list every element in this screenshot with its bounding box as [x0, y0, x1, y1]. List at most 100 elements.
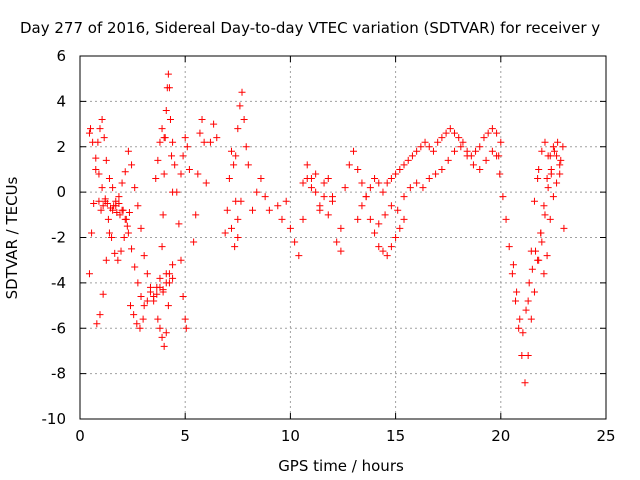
data-point [278, 215, 286, 223]
data-point [122, 215, 130, 223]
data-point [119, 206, 127, 214]
data-point [156, 138, 164, 146]
data-point [457, 143, 465, 151]
data-point [99, 290, 107, 298]
data-point [463, 152, 471, 160]
data-point [134, 202, 142, 210]
data-point [400, 161, 408, 169]
data-point [223, 206, 231, 214]
data-point [442, 129, 450, 137]
data-point [162, 329, 170, 337]
data-point [257, 175, 265, 183]
data-point [496, 170, 504, 178]
data-point [97, 206, 105, 214]
data-point [146, 288, 154, 296]
data-point [404, 156, 412, 164]
data-point [98, 116, 106, 124]
data-point [156, 274, 164, 282]
data-point [375, 243, 383, 251]
data-point [560, 224, 568, 232]
x-tick-label: 20 [491, 427, 510, 445]
y-axis-label: SDTVAR / TECUs [3, 176, 21, 299]
data-point [425, 143, 433, 151]
data-point [534, 175, 542, 183]
data-point [438, 134, 446, 142]
data-point [286, 224, 294, 232]
data-point [92, 165, 100, 173]
data-point [131, 263, 139, 271]
data-point [488, 125, 496, 133]
data-point [96, 311, 104, 319]
data-point [400, 215, 408, 223]
grid-lines [80, 56, 606, 419]
data-point [96, 125, 104, 133]
data-point [519, 329, 527, 337]
data-point [171, 161, 179, 169]
data-point [109, 184, 117, 192]
data-point [320, 193, 328, 201]
data-point [137, 292, 145, 300]
data-point [102, 256, 110, 264]
y-tick-label: 0 [56, 183, 66, 201]
data-point [104, 215, 112, 223]
data-point [227, 147, 235, 155]
data-points [85, 70, 568, 387]
data-point [379, 247, 387, 255]
data-point [130, 311, 138, 319]
data-point [472, 147, 480, 155]
data-point [165, 279, 173, 287]
data-point [538, 147, 546, 155]
data-point [295, 252, 303, 260]
data-point [242, 143, 250, 151]
data-point [394, 206, 402, 214]
axis-ticks [79, 55, 607, 420]
data-point [434, 138, 442, 146]
data-point [196, 129, 204, 137]
data-point [90, 199, 98, 207]
data-point [493, 152, 501, 160]
data-point [515, 324, 523, 332]
data-point [165, 84, 173, 92]
x-tick-label: 15 [386, 427, 405, 445]
data-point [105, 229, 113, 237]
data-point [124, 147, 132, 155]
data-point [333, 238, 341, 246]
data-point [236, 102, 244, 110]
data-point [505, 243, 513, 251]
data-point [541, 211, 549, 219]
data-point [451, 129, 459, 137]
data-point [396, 224, 404, 232]
data-point [299, 179, 307, 187]
data-point [123, 222, 131, 230]
data-point [160, 170, 168, 178]
data-point [115, 193, 123, 201]
data-point [128, 161, 136, 169]
data-point [513, 288, 521, 296]
data-point [179, 292, 187, 300]
data-point [549, 193, 557, 201]
data-point [95, 197, 103, 205]
y-tick-label: -8 [51, 365, 66, 383]
data-point [516, 315, 524, 323]
data-point [527, 247, 535, 255]
data-point [227, 224, 235, 232]
data-point [99, 202, 107, 210]
data-point [159, 286, 167, 294]
x-tick-labels: 0 5 10 15 20 25 [75, 427, 615, 445]
data-point [502, 215, 510, 223]
data-point [162, 270, 170, 278]
data-point [124, 229, 132, 237]
data-point [556, 170, 564, 178]
data-point [150, 297, 158, 305]
y-tick-label: -6 [51, 319, 66, 337]
data-point [291, 238, 299, 246]
data-point [140, 252, 148, 260]
data-point [221, 229, 229, 237]
data-point [438, 165, 446, 173]
data-point [125, 209, 133, 217]
data-point [316, 206, 324, 214]
data-point [455, 134, 463, 142]
data-point [230, 161, 238, 169]
data-point [143, 270, 151, 278]
